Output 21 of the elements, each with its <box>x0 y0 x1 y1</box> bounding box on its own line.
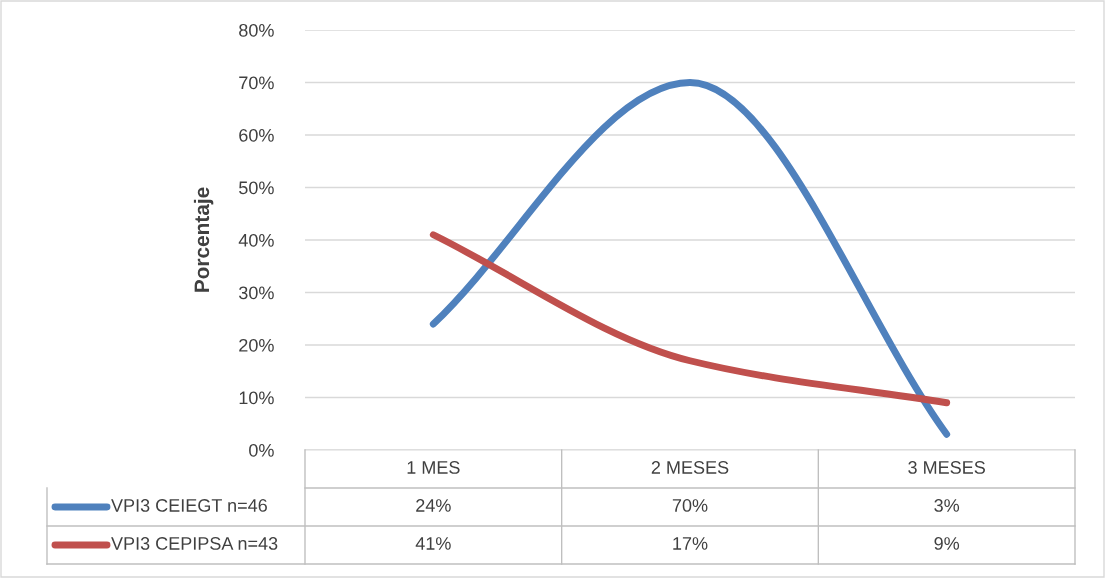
y-tick-label: 10% <box>239 391 274 405</box>
y-tick-label: 30% <box>239 286 274 300</box>
y-tick-label: 20% <box>239 338 274 352</box>
y-tick-label: 0% <box>249 443 274 457</box>
data-label: 3% <box>934 499 960 512</box>
y-tick-label: 70% <box>239 76 274 90</box>
data-label: 9% <box>934 537 960 550</box>
legend-label: VPI3 CEIEGT n=46 <box>111 499 267 512</box>
data-label: 41% <box>415 537 451 550</box>
x-tick-label: 2 MESES <box>651 461 729 474</box>
y-tick-label: 40% <box>238 233 274 247</box>
y-tick-label: 80% <box>239 23 274 37</box>
y-tick-label: 60% <box>239 128 274 142</box>
y-tick-label: 50% <box>239 181 274 195</box>
data-label: 17% <box>673 537 708 550</box>
data-label: 24% <box>416 499 451 512</box>
x-tick-label: 3 MESES <box>908 461 985 474</box>
data-label: 70% <box>672 499 708 512</box>
x-tick-label: 1 MES <box>407 461 460 474</box>
y-axis-title: Porcentaje <box>193 187 214 292</box>
legend-label: VPI3 CEPIPSA n=43 <box>111 537 278 550</box>
